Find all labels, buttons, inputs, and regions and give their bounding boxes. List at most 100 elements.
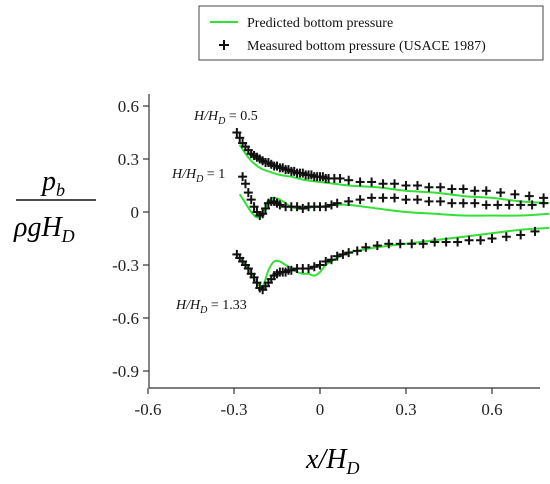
measured-point xyxy=(401,181,411,190)
measured-point xyxy=(530,226,540,236)
measured-point xyxy=(352,246,362,256)
measured-point xyxy=(539,198,549,208)
measured-point xyxy=(510,189,520,199)
y-label-denominator: ρgHD xyxy=(13,212,75,246)
measured-point xyxy=(258,209,268,219)
measured-point xyxy=(355,195,365,205)
y-tick-label: -0.6 xyxy=(112,309,139,328)
measured-point xyxy=(344,248,354,258)
measured-point xyxy=(332,198,342,208)
measured-point xyxy=(384,239,394,249)
measured-point xyxy=(504,200,514,210)
measured-point xyxy=(418,239,428,249)
measured-point xyxy=(367,193,377,203)
measured-point xyxy=(430,237,440,247)
measured-point xyxy=(275,200,285,210)
legend-predicted-label: Predicted bottom pressure xyxy=(247,16,393,31)
measured-point xyxy=(458,184,468,194)
measured-point xyxy=(493,200,503,210)
measured-point xyxy=(435,196,445,206)
y-ticks: 0.6 0.3 0 -0.3 -0.6 -0.9 xyxy=(112,97,149,381)
y-axis-label: pb ρgHD xyxy=(13,166,96,246)
legend-box xyxy=(198,5,544,61)
measured-point xyxy=(481,200,491,210)
x-tick-label: 0 xyxy=(316,400,325,419)
measured-point xyxy=(246,195,256,205)
measured-point xyxy=(292,202,302,212)
measured-point xyxy=(487,234,497,243)
y-tick-label: -0.3 xyxy=(112,256,139,275)
x-tick-label: 0.6 xyxy=(481,400,502,419)
annotation-h-1: H/HD = 1 xyxy=(171,167,225,185)
measured-point xyxy=(447,198,457,208)
annotation-h-0-5: H/HD = 0.5 xyxy=(193,109,258,127)
measured-point xyxy=(390,193,400,203)
y-tick-label: 0.3 xyxy=(118,150,139,169)
measured-point xyxy=(501,232,511,242)
measured-point xyxy=(243,264,253,274)
measured-point xyxy=(261,203,271,213)
measured-point xyxy=(516,230,526,240)
measured-point xyxy=(458,198,468,208)
measured-point xyxy=(326,200,336,210)
measured-point xyxy=(286,265,296,275)
measured-markers xyxy=(232,128,549,295)
measured-point xyxy=(304,264,314,274)
legend-measured-label: Measured bottom pressure (USACE 1987) xyxy=(247,39,486,54)
measured-point xyxy=(412,181,422,190)
measured-point xyxy=(315,260,325,270)
measured-point xyxy=(441,237,451,247)
measured-point xyxy=(238,172,248,182)
x-axis-label: x/HD xyxy=(305,444,359,478)
measured-point xyxy=(344,175,354,185)
measured-point xyxy=(344,196,354,206)
x-ticks: -0.6 -0.3 0 0.3 0.6 xyxy=(135,388,503,419)
y-tick-label: -0.9 xyxy=(112,362,139,381)
measured-point xyxy=(524,191,534,201)
measured-point xyxy=(309,262,319,272)
measured-point xyxy=(355,177,365,187)
measured-point xyxy=(395,239,405,249)
measured-point xyxy=(243,188,253,198)
measured-point xyxy=(390,179,400,189)
legend: Predicted bottom pressure Measured botto… xyxy=(198,5,544,61)
measured-point xyxy=(407,239,417,249)
x-tick-label: -0.6 xyxy=(135,400,162,419)
y-tick-label: 0 xyxy=(131,203,140,222)
measured-point xyxy=(516,200,526,210)
measured-point xyxy=(252,278,262,288)
measured-point xyxy=(435,182,445,192)
measured-point xyxy=(527,200,537,210)
y-tick-label: 0.6 xyxy=(118,97,139,116)
measured-point xyxy=(453,237,463,247)
measured-point xyxy=(249,202,259,212)
measured-point xyxy=(401,195,411,205)
measured-point xyxy=(378,193,388,203)
measured-point xyxy=(361,242,371,252)
measured-point xyxy=(335,173,345,183)
annotation-h-1-33: H/HD = 1.33 xyxy=(175,298,247,316)
measured-point xyxy=(476,235,486,245)
measured-point xyxy=(321,202,331,212)
measured-point xyxy=(464,235,474,245)
measured-point xyxy=(372,241,382,251)
x-tick-label: 0.3 xyxy=(395,400,416,419)
measured-point xyxy=(412,195,422,205)
measured-point xyxy=(367,177,377,187)
y-label-numerator: pb xyxy=(40,166,65,200)
measured-point xyxy=(321,256,331,266)
predicted-curve-line xyxy=(238,144,550,205)
measured-point xyxy=(378,179,388,189)
measured-point xyxy=(235,133,245,143)
measured-point xyxy=(240,179,250,189)
measured-point xyxy=(470,198,480,208)
measured-point xyxy=(249,272,259,282)
measured-point xyxy=(424,196,434,206)
measured-point xyxy=(470,186,480,196)
measured-point xyxy=(332,251,342,261)
measured-point xyxy=(481,186,491,196)
measured-point xyxy=(338,249,348,259)
measured-point xyxy=(424,182,434,192)
measured-point xyxy=(447,184,457,194)
